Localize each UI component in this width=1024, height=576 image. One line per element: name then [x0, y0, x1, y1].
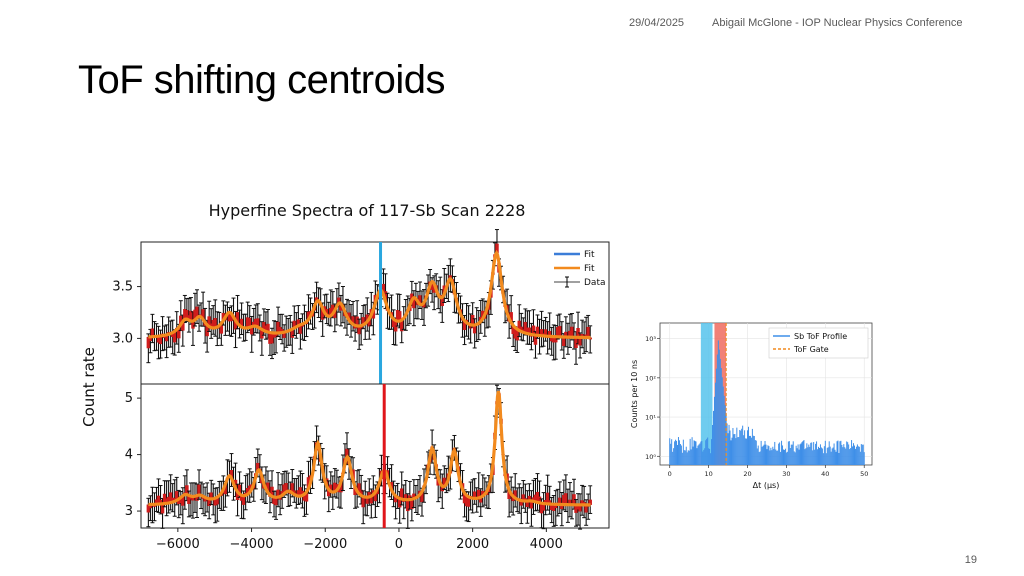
- tof-legend-profile-label: Sb ToF Profile: [794, 332, 847, 341]
- slide-number: 19: [964, 554, 977, 566]
- fit-curve-orange: [148, 390, 591, 507]
- main-x-axis: −6000 −4000 −2000 0 2000 4000: [156, 528, 563, 552]
- tof-legend-gate-label: ToF Gate: [793, 345, 829, 354]
- y-tick-label: 3.5: [112, 280, 133, 295]
- spectrum-panel-top: 3.0 3.5: [112, 229, 610, 385]
- tof-x-tick-label: 0: [668, 470, 672, 478]
- main-chart-title: Hyperfine Spectra of 117-Sb Scan 2228: [209, 201, 526, 220]
- legend-data-label: Data: [584, 278, 606, 288]
- hyperfine-spectra-chart: Hyperfine Spectra of 117-Sb Scan 2228 Co…: [80, 201, 610, 552]
- x-tick-label: −2000: [303, 537, 347, 552]
- x-tick-label: 0: [395, 537, 403, 552]
- y-tick-label: 3: [125, 504, 133, 519]
- tof-histogram: [669, 323, 865, 465]
- legend-fit-blue-label: Fit: [584, 250, 595, 260]
- slide-title: ToF shifting centroids: [78, 58, 445, 102]
- x-tick-label: −4000: [230, 537, 274, 552]
- tof-x-tick-label: 30: [782, 470, 790, 478]
- tof-xlabel: Δt (μs): [753, 481, 780, 490]
- tof-y-tick-label: 10²: [645, 374, 656, 382]
- legend-data-swatch: [554, 276, 580, 288]
- x-tick-label: 2000: [456, 537, 489, 552]
- tof-legend: Sb ToF Profile ToF Gate: [768, 327, 869, 359]
- y-tick-label: 5: [125, 391, 133, 406]
- tof-y-tick-label: 10¹: [645, 414, 656, 422]
- legend-fit-orange-label: Fit: [584, 264, 595, 274]
- main-chart-ylabel: Count rate: [80, 347, 98, 427]
- tof-y-tick-label: 10⁰: [645, 453, 656, 461]
- spectrum-panel-bottom: 3 4 5: [125, 383, 610, 530]
- tof-x-tick-label: 40: [821, 470, 829, 478]
- y-tick-label: 3.0: [112, 331, 133, 346]
- header-conference: Abigail McGlone - IOP Nuclear Physics Co…: [712, 17, 963, 29]
- tof-axes: 0 10 20 30 40 50 10⁰ 10¹ 10² 10³: [645, 335, 868, 478]
- tof-x-tick-label: 20: [743, 470, 751, 478]
- x-tick-label: −6000: [156, 537, 200, 552]
- x-tick-label: 4000: [530, 537, 563, 552]
- y-tick-label: 4: [125, 448, 133, 463]
- tof-ylabel: Counts per 10 ns: [630, 360, 639, 428]
- tof-profile-chart: 0 10 20 30 40 50 10⁰ 10¹ 10² 10³ Counts per 10 ns…: [630, 322, 873, 490]
- tof-x-tick-label: 50: [860, 470, 868, 478]
- fit-curve-orange: [148, 249, 591, 340]
- tof-gate-band: [700, 323, 713, 465]
- tof-x-tick-label: 10: [704, 470, 712, 478]
- header-date: 29/04/2025: [629, 17, 685, 29]
- main-legend: Fit Fit Data: [554, 250, 606, 288]
- tof-y-tick-label: 10³: [645, 335, 656, 343]
